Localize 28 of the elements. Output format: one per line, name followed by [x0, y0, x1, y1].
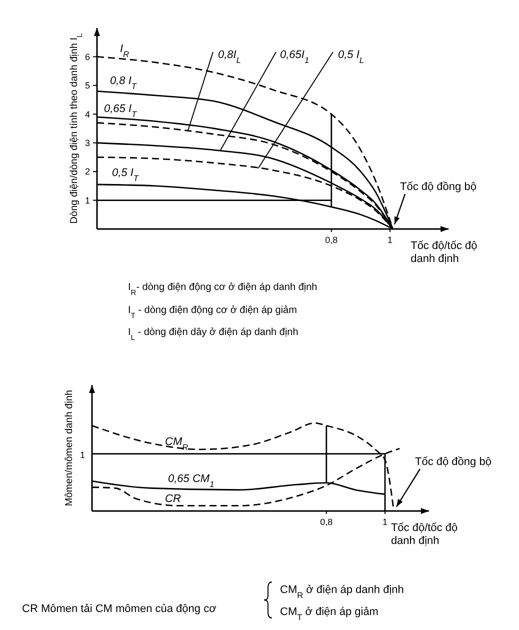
y-tick-label: 4 — [84, 109, 90, 120]
series-label: CR — [165, 493, 181, 505]
annotation: Tốc độ đồng bộ — [400, 181, 476, 193]
text: I$_{L}$ - dòng điện dây ở điện áp danh định — [128, 327, 298, 342]
x-axis-title: Tốc độ/tốc độ danh định — [390, 522, 458, 548]
series-label: 0,65 CM$_{1}$ — [168, 473, 214, 488]
y-tick-label: 2 — [84, 166, 90, 177]
text: I$_{T}$ - dòng điện động cơ ở điện áp giảm — [128, 305, 297, 320]
text: CR Mômen tải CM mômen của động cơ — [22, 603, 216, 615]
text: 0,5 I$_{L}$ — [338, 49, 364, 64]
y-tick-label: 3 — [84, 138, 90, 148]
y-axis-title: Mômen/mômen danh định — [64, 390, 75, 506]
y-tick-label: 5 — [84, 80, 90, 91]
series-label: 0,65 I$_{T}$ — [104, 103, 138, 118]
text: CM$_{R}$ ở điện áp danh định — [280, 584, 404, 600]
y-tick-label: 1 — [84, 195, 90, 206]
text: I$_{R}$- dòng điện động cơ ở điện áp danh định — [128, 282, 318, 296]
series-label: 0,8 I$_{T}$ — [110, 75, 138, 90]
x-tick-label: 0,8 — [325, 235, 338, 245]
text: 0,8I$_{L}$ — [218, 49, 242, 64]
x-axis-title: Tốc độ/tốc độ danh định — [410, 240, 478, 266]
text: CM$_{T}$ ở điện áp giảm — [280, 606, 378, 622]
series-label: 0,5 I$_{T}$ — [112, 167, 140, 182]
text: 0,65I$_{1}$ — [280, 49, 310, 64]
annotation: Tốc độ đồng bộ — [415, 456, 492, 468]
y-tick-label: 6 — [84, 52, 90, 62]
series-label: I$_{R}$ — [120, 43, 130, 58]
x-tick-label: 0,8 — [320, 517, 333, 527]
